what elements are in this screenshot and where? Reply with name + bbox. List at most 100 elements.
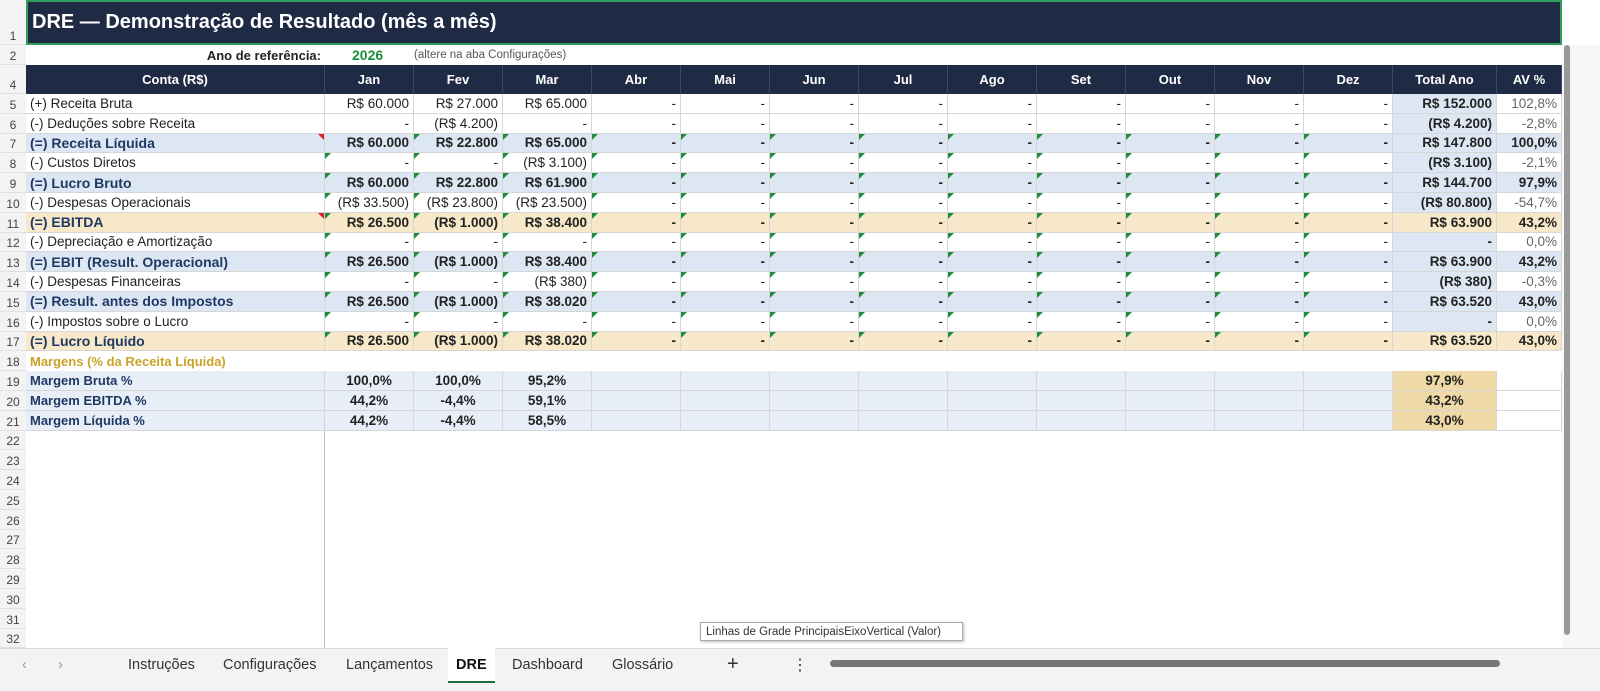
cell: - [1215, 311, 1304, 332]
cell: (R$ 1.000) [414, 331, 503, 352]
cell: - [1215, 272, 1304, 292]
row-label: (-) Custos Diretos [26, 153, 325, 174]
row-number: 32 [0, 628, 26, 649]
row-label: (-) Depreciação e Amortização [26, 232, 325, 253]
cell: - [1215, 173, 1304, 193]
cell: - [948, 252, 1037, 273]
column-header: Mai [681, 65, 770, 94]
cell: - [1037, 113, 1126, 134]
row-number: 22 [0, 430, 26, 451]
cell: - [681, 311, 770, 332]
cell: - [859, 153, 948, 174]
cell: - [859, 133, 948, 154]
cell: - [1304, 272, 1393, 292]
cell: - [1126, 311, 1215, 332]
ref-year[interactable]: 2026 [352, 47, 384, 63]
margin-cell [681, 391, 770, 411]
cell: - [503, 113, 592, 134]
av-cell: 102,8% [1497, 94, 1562, 114]
cell: - [592, 113, 681, 134]
prev-sheet[interactable]: ‹ [22, 656, 27, 673]
cell: - [770, 292, 859, 312]
cell: (R$ 1.000) [414, 292, 503, 312]
cell: - [1304, 173, 1393, 193]
margin-cell [948, 391, 1037, 411]
cell: - [325, 113, 414, 134]
cell: - [1037, 153, 1126, 174]
cell: - [1304, 331, 1393, 352]
cell: - [1304, 113, 1393, 134]
cell: - [1037, 311, 1126, 332]
more[interactable]: ⋮ [792, 656, 808, 674]
cell: - [859, 94, 948, 114]
row-number: 25 [0, 490, 26, 510]
av-cell: 0,0% [1497, 232, 1562, 253]
row-label: (=) Lucro Bruto [26, 173, 325, 193]
cell: (R$ 3.100) [503, 153, 592, 174]
total-cell: (R$ 4.200) [1393, 113, 1497, 134]
cell: - [1037, 272, 1126, 292]
margin-cell [1304, 410, 1393, 431]
cell: R$ 22.800 [414, 173, 503, 193]
column-header: AV % [1497, 65, 1562, 94]
cell: - [592, 173, 681, 193]
cell: - [592, 94, 681, 114]
row-number: 7 [0, 133, 26, 154]
column-header: Jun [770, 65, 859, 94]
cell: - [414, 232, 503, 253]
margin-cell: -4,4% [414, 410, 503, 431]
row-number: 4 [0, 65, 26, 94]
add-sheet[interactable]: + [727, 653, 739, 675]
cell: R$ 26.500 [325, 212, 414, 233]
cell: - [325, 232, 414, 253]
cell: - [503, 311, 592, 332]
sheet-tab[interactable]: Configurações [223, 656, 317, 673]
cell: - [1037, 173, 1126, 193]
cell: - [1037, 252, 1126, 273]
margin-cell [770, 410, 859, 431]
margin-cell [1126, 410, 1215, 431]
cell: - [592, 272, 681, 292]
cell: - [1304, 252, 1393, 273]
total-cell: R$ 63.900 [1393, 212, 1497, 233]
cell: - [859, 173, 948, 193]
cell: - [1126, 153, 1215, 174]
sheet-tab[interactable]: Instruções [128, 656, 195, 673]
total-cell: - [1393, 232, 1497, 253]
sheet-tab[interactable]: Dashboard [512, 656, 583, 673]
sheet-tab[interactable]: DRE [448, 648, 495, 683]
sheet-tab[interactable]: Lançamentos [346, 656, 434, 673]
cell: (R$ 23.800) [414, 193, 503, 213]
cell: - [1037, 292, 1126, 312]
cell: - [1215, 94, 1304, 114]
cell: - [1304, 133, 1393, 154]
column-header: Fev [414, 65, 503, 94]
cell: - [948, 311, 1037, 332]
cell: - [1126, 272, 1215, 292]
cell: - [1215, 212, 1304, 233]
cell: - [770, 173, 859, 193]
cell: - [770, 212, 859, 233]
title: DRE — Demonstração de Resultado (mês a m… [26, 0, 1562, 45]
cell: - [770, 94, 859, 114]
cell: R$ 38.020 [503, 331, 592, 352]
sheet-tab[interactable]: Glossário [612, 656, 674, 673]
margin-cell: 44,2% [325, 391, 414, 411]
column-header: Set [1037, 65, 1126, 94]
next-sheet[interactable]: › [58, 656, 63, 673]
cell: - [592, 292, 681, 312]
scrollbar[interactable] [818, 658, 1556, 669]
cell: (R$ 33.500) [325, 193, 414, 213]
cell: - [1215, 331, 1304, 352]
row-label: (=) Receita Líquida [26, 133, 325, 154]
cell: - [948, 232, 1037, 253]
row-number: 9 [0, 173, 26, 193]
cell: R$ 60.000 [325, 94, 414, 114]
av-cell: -2,8% [1497, 113, 1562, 134]
margin-cell [859, 371, 948, 391]
column-header: Mar [503, 65, 592, 94]
margin-cell: 100,0% [325, 371, 414, 391]
cell: - [770, 153, 859, 174]
row-label: (=) Lucro Líquido [26, 331, 325, 352]
